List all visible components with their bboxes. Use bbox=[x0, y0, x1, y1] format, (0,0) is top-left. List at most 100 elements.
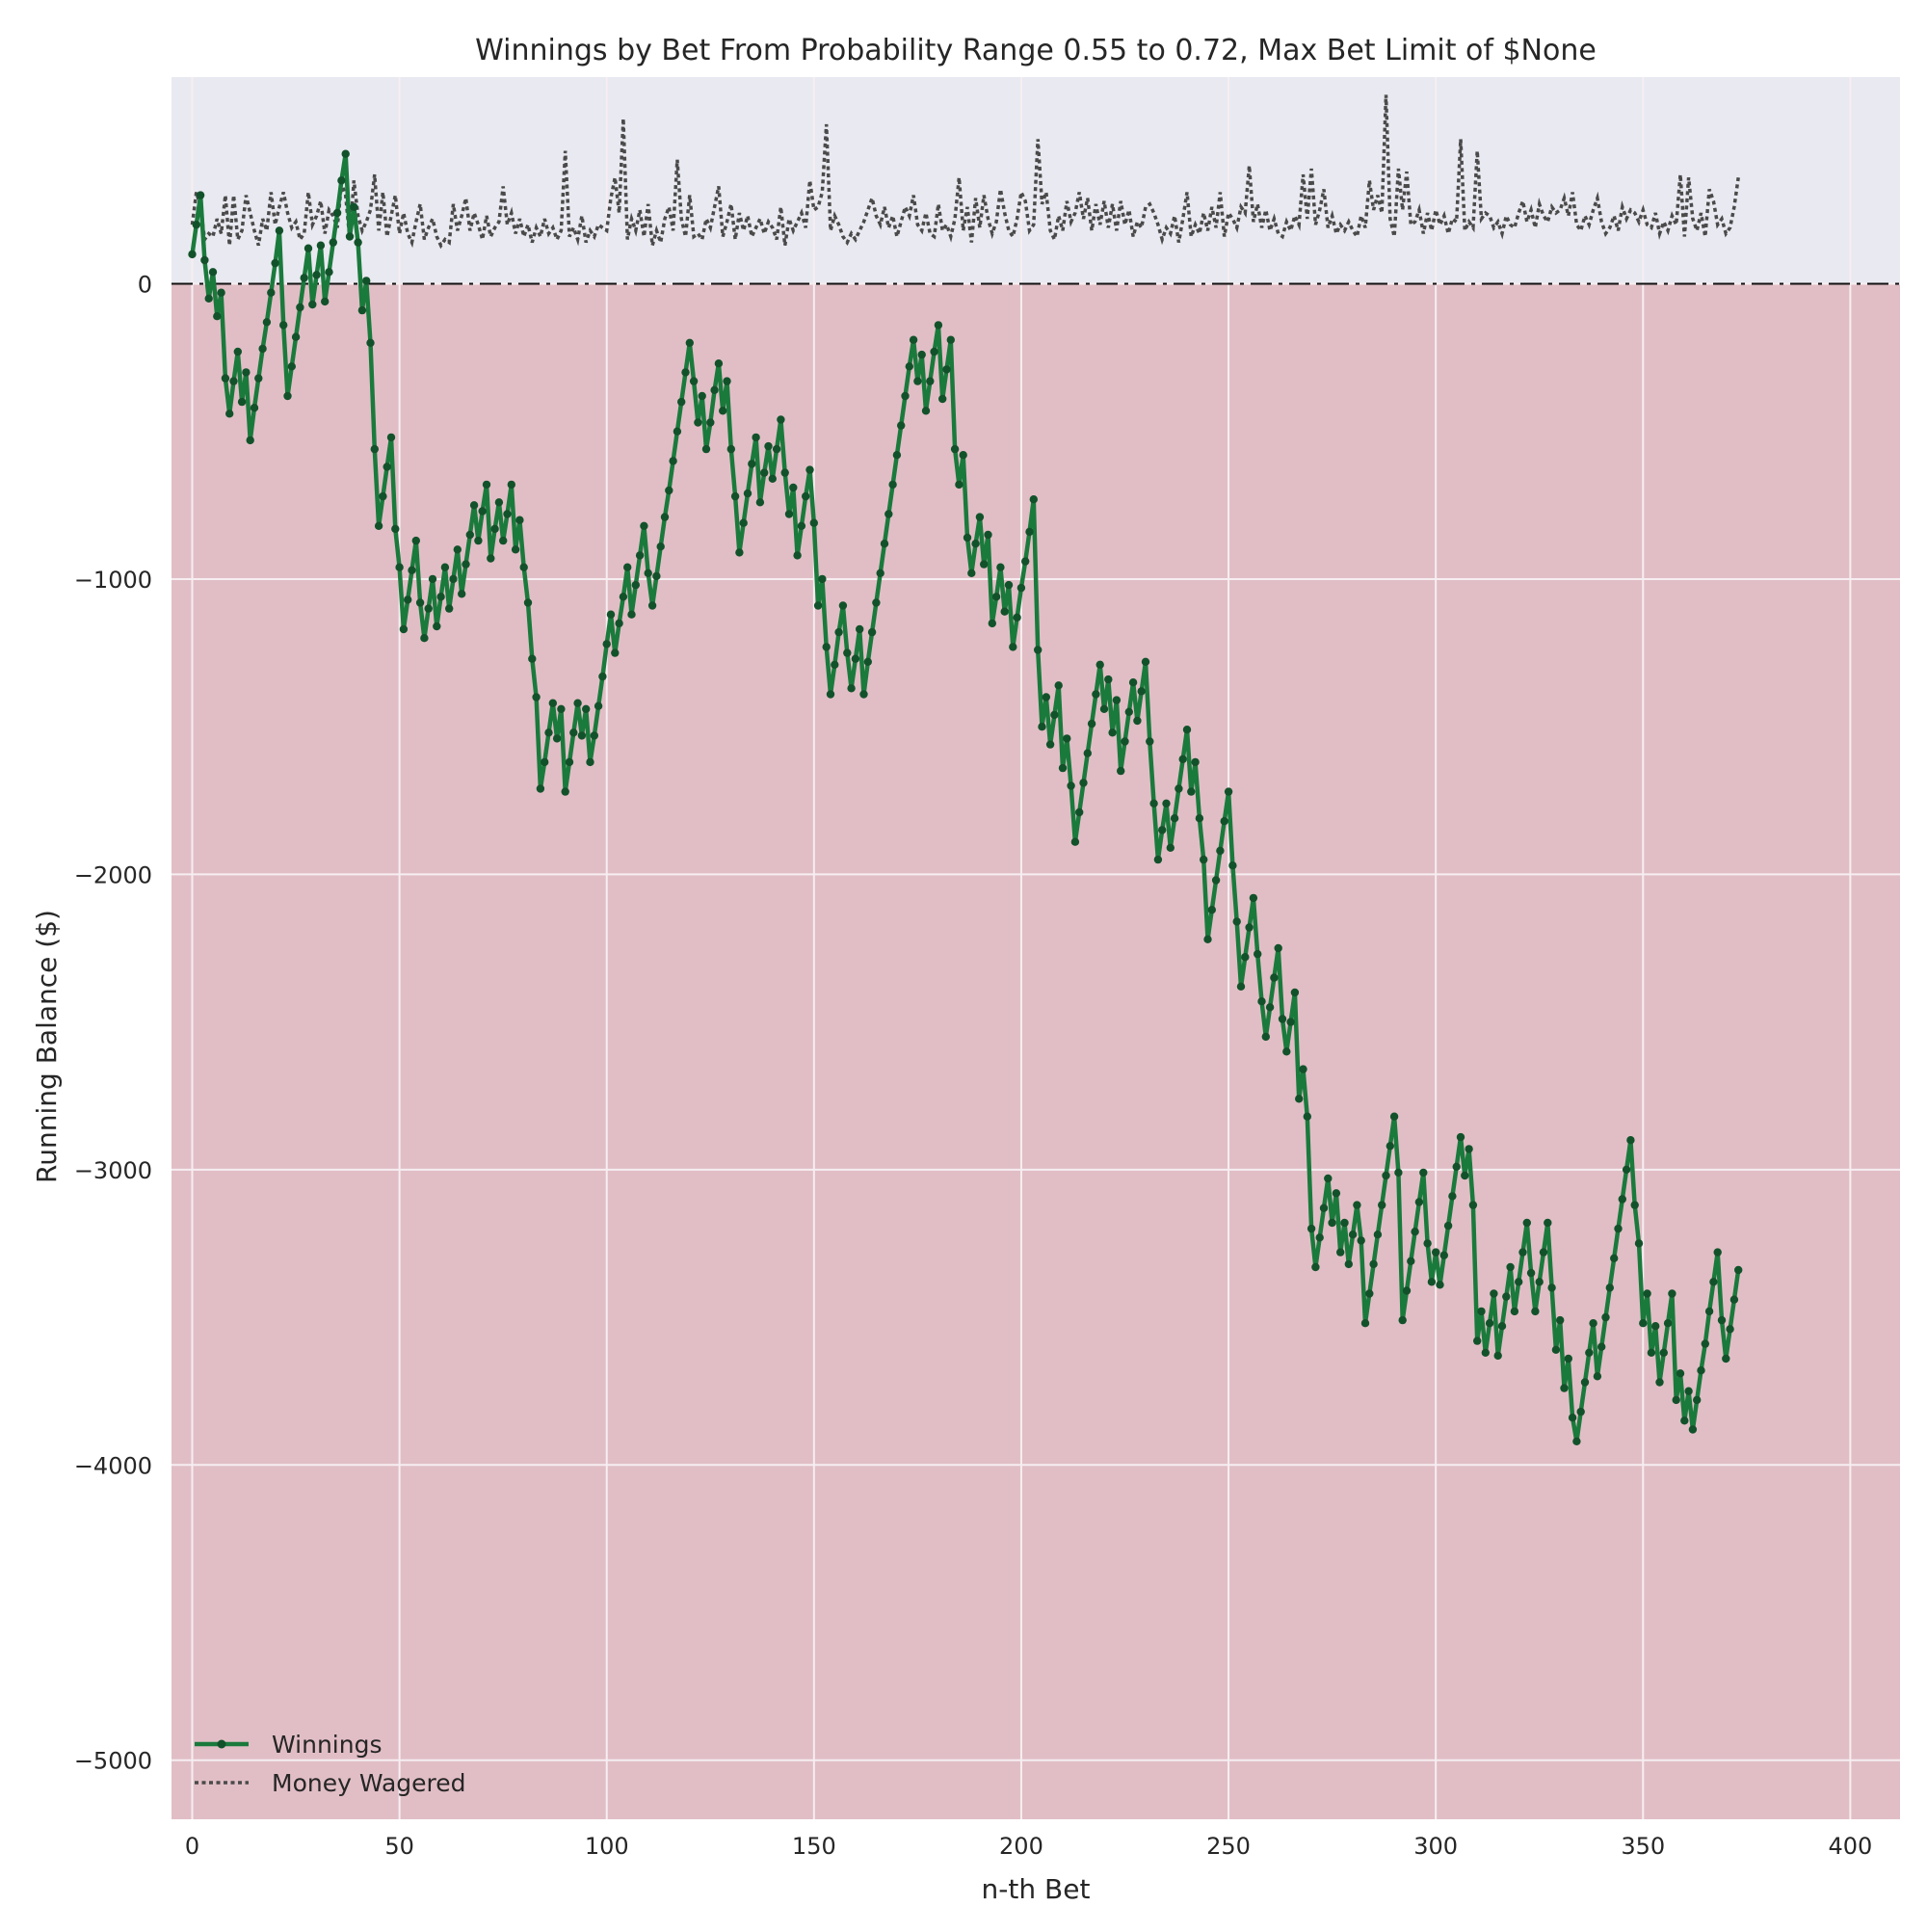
winnings-point bbox=[1522, 1218, 1532, 1228]
winnings-point bbox=[739, 518, 748, 527]
winnings-point bbox=[834, 627, 843, 637]
winnings-point bbox=[1423, 1239, 1432, 1248]
winnings-point bbox=[511, 545, 520, 554]
winnings-point bbox=[665, 486, 673, 495]
winnings-point bbox=[780, 468, 789, 477]
winnings-point bbox=[329, 238, 337, 247]
winnings-point bbox=[449, 574, 458, 584]
winnings-point bbox=[262, 318, 272, 327]
winnings-point bbox=[1398, 1315, 1407, 1325]
winnings-point bbox=[1348, 1231, 1358, 1239]
winnings-point bbox=[1249, 893, 1258, 903]
winnings-point bbox=[354, 238, 362, 247]
winnings-point bbox=[797, 521, 806, 530]
winnings-point bbox=[805, 465, 814, 474]
winnings-point bbox=[1713, 1248, 1722, 1257]
winnings-point bbox=[469, 501, 479, 510]
winnings-point bbox=[669, 457, 677, 465]
winnings-point bbox=[1319, 1204, 1329, 1212]
winnings-point bbox=[1236, 982, 1246, 991]
winnings-point bbox=[755, 498, 765, 507]
winnings-point bbox=[1497, 1322, 1507, 1331]
winnings-point bbox=[777, 415, 785, 424]
winnings-point bbox=[1485, 1319, 1494, 1328]
winnings-point bbox=[1734, 1265, 1743, 1275]
winnings-point bbox=[523, 598, 533, 607]
winnings-point bbox=[1245, 923, 1254, 932]
winnings-point bbox=[876, 569, 884, 577]
winnings-point bbox=[1095, 660, 1104, 669]
winnings-point bbox=[1688, 1425, 1698, 1434]
winnings-point bbox=[1357, 1236, 1365, 1245]
winnings-point bbox=[1054, 681, 1063, 690]
winnings-point bbox=[1427, 1278, 1437, 1286]
y-tick-label: −4000 bbox=[74, 1452, 152, 1479]
winnings-point bbox=[694, 418, 702, 427]
winnings-point bbox=[192, 221, 200, 229]
winnings-point bbox=[200, 255, 209, 265]
winnings-point bbox=[1133, 716, 1142, 726]
winnings-point bbox=[967, 569, 976, 577]
winnings-point bbox=[1647, 1348, 1656, 1358]
winnings-point bbox=[677, 397, 686, 407]
winnings-point bbox=[312, 271, 321, 279]
winnings-point bbox=[1178, 754, 1187, 764]
winnings-point bbox=[1618, 1195, 1627, 1204]
winnings-point bbox=[1473, 1337, 1482, 1345]
winnings-point bbox=[1336, 1248, 1345, 1257]
winnings-point bbox=[404, 595, 412, 604]
winnings-point bbox=[963, 533, 972, 543]
winnings-point bbox=[635, 551, 645, 560]
winnings-point bbox=[1278, 1015, 1287, 1023]
winnings-point bbox=[1468, 1201, 1478, 1209]
winnings-point bbox=[838, 601, 848, 610]
winnings-point bbox=[254, 374, 263, 383]
winnings-point bbox=[1526, 1268, 1536, 1278]
winnings-point bbox=[1556, 1315, 1565, 1325]
winnings-point bbox=[503, 510, 512, 518]
winnings-point bbox=[681, 368, 690, 377]
winnings-point bbox=[1137, 687, 1146, 696]
winnings-point bbox=[1216, 846, 1225, 856]
winnings-point bbox=[1013, 613, 1021, 622]
winnings-point bbox=[975, 513, 985, 521]
winnings-point bbox=[1672, 1395, 1680, 1405]
winnings-point bbox=[188, 250, 197, 259]
winnings-point bbox=[482, 480, 491, 490]
winnings-point bbox=[606, 610, 616, 619]
winnings-point bbox=[325, 268, 333, 277]
winnings-point bbox=[1228, 861, 1237, 870]
winnings-point bbox=[1531, 1307, 1540, 1316]
winnings-point bbox=[1614, 1224, 1623, 1233]
winnings-point bbox=[1261, 1032, 1271, 1042]
winnings-point bbox=[225, 410, 234, 418]
winnings-point bbox=[1452, 1162, 1461, 1172]
winnings-point bbox=[1075, 807, 1084, 817]
winnings-point bbox=[462, 560, 470, 569]
winnings-point bbox=[809, 518, 818, 527]
winnings-point bbox=[988, 619, 997, 628]
winnings-point bbox=[1149, 799, 1158, 807]
winnings-point bbox=[1568, 1414, 1577, 1422]
winnings-point bbox=[1481, 1348, 1491, 1358]
winnings-point bbox=[528, 654, 537, 663]
winnings-point bbox=[1684, 1387, 1693, 1395]
winnings-point bbox=[519, 563, 528, 571]
winnings-point bbox=[789, 483, 798, 492]
winnings-point bbox=[644, 569, 652, 577]
winnings-point bbox=[950, 444, 960, 454]
winnings-point bbox=[383, 463, 391, 471]
winnings-point bbox=[1639, 1319, 1648, 1328]
winnings-point bbox=[714, 359, 724, 368]
winnings-point bbox=[408, 566, 416, 574]
winnings-point bbox=[1158, 826, 1167, 834]
winnings-point bbox=[1000, 607, 1009, 616]
y-tick-label: 0 bbox=[138, 272, 152, 299]
winnings-point bbox=[1564, 1354, 1573, 1363]
winnings-point bbox=[735, 548, 744, 557]
winnings-point bbox=[905, 362, 913, 371]
winnings-point bbox=[1021, 557, 1030, 566]
winnings-point bbox=[946, 335, 955, 344]
winnings-point bbox=[573, 699, 582, 707]
x-tick-label: 350 bbox=[1621, 1833, 1665, 1860]
